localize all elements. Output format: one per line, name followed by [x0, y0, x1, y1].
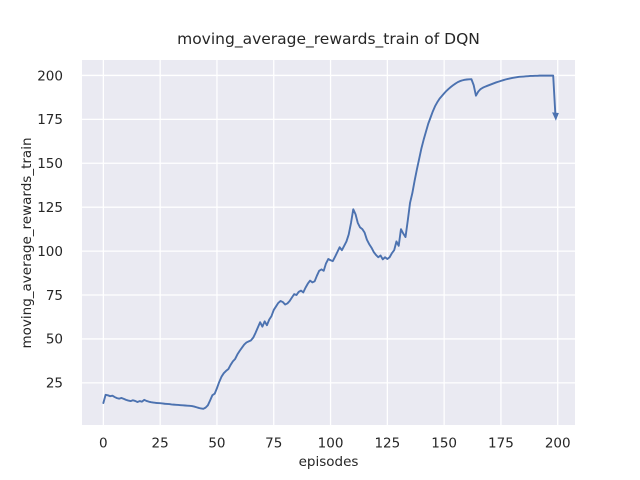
x-tick-label: 50 [208, 436, 225, 452]
x-axis-label: episodes [298, 454, 359, 470]
y-tick-label: 150 [37, 156, 63, 172]
x-tick-label: 75 [265, 436, 282, 452]
plot-area-bg [82, 60, 575, 425]
chart-title: moving_average_rewards_train of DQN [177, 30, 480, 48]
y-tick-label: 100 [37, 244, 63, 260]
y-tick-label: 75 [46, 288, 63, 304]
y-tick-label: 50 [46, 332, 63, 348]
y-tick-label: 200 [37, 68, 63, 84]
reward-line [102, 74, 557, 410]
x-tick-label: 175 [488, 436, 514, 452]
x-tick-label: 0 [99, 436, 108, 452]
y-tick-label: 25 [46, 376, 63, 392]
x-tick-label: 125 [374, 436, 400, 452]
line-end-arrowhead [552, 112, 559, 121]
y-tick-label: 175 [37, 112, 63, 128]
x-tick-label: 150 [431, 436, 457, 452]
y-tick-label: 125 [37, 200, 63, 216]
x-tick-label: 100 [318, 436, 344, 452]
y-axis-label: moving_average_rewards_train [19, 137, 35, 349]
x-tick-label: 200 [545, 436, 571, 452]
x-tick-label: 25 [152, 436, 169, 452]
